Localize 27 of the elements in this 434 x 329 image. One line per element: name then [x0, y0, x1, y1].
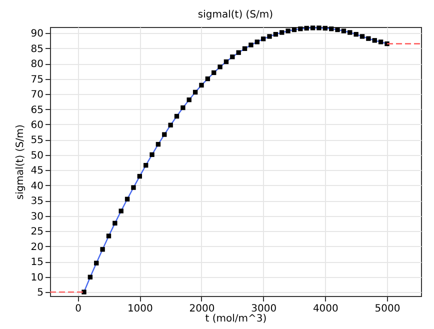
y-axis-title: sigmal(t) (S/m) [14, 124, 26, 200]
y-tick-label: 15 [30, 257, 44, 268]
y-tick-label: 25 [30, 226, 44, 238]
y-tick-label: 65 [30, 104, 44, 116]
y-tick-label: 5 [37, 288, 44, 299]
y-tick-label: 85 [30, 44, 44, 55]
chart-title: sigmal(t) (S/m) [198, 10, 274, 21]
y-tick-label: 30 [30, 211, 44, 222]
y-tick-label: 35 [30, 196, 44, 208]
x-tick-label: 4000 [312, 304, 338, 314]
y-tick-label: 40 [30, 180, 44, 192]
y-tick-label: 60 [30, 120, 44, 131]
y-tick-label: 55 [30, 135, 44, 146]
x-tick-label: 0 [75, 304, 82, 314]
y-tick-label: 75 [30, 74, 44, 86]
y-tick-label: 70 [30, 90, 44, 101]
x-tick-label: 1000 [127, 304, 153, 314]
y-tick-label: 80 [30, 59, 44, 70]
x-tick-label: 2000 [189, 304, 215, 314]
y-tick-label: 50 [30, 150, 44, 162]
y-tick-label: 45 [30, 166, 44, 177]
x-axis-title: t (mol/m^3) [205, 314, 267, 324]
y-tick-label: 90 [30, 28, 44, 40]
x-tick-label: 3000 [251, 304, 277, 314]
y-tick-label: 10 [30, 272, 44, 284]
x-tick-label: 5000 [374, 304, 400, 314]
y-tick-label: 20 [30, 242, 44, 253]
